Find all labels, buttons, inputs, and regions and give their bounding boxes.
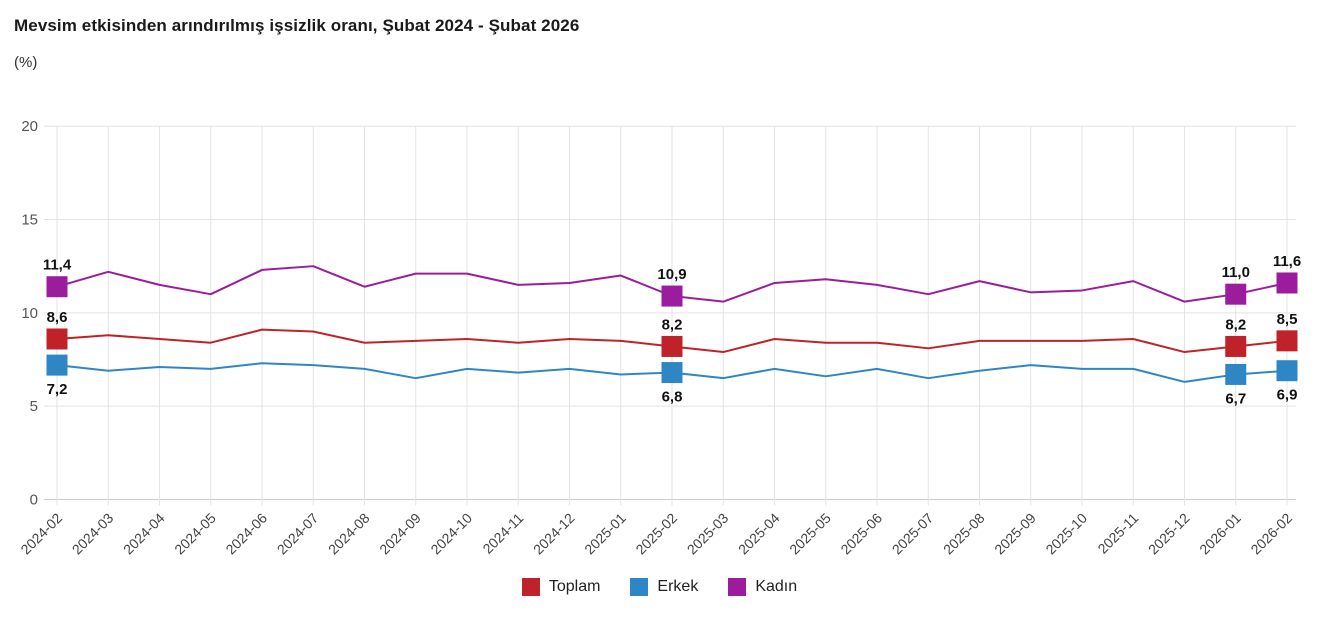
- x-axis-tick-label: 2024-12: [530, 510, 578, 558]
- data-point-label: 6,7: [1225, 390, 1246, 407]
- data-point-marker-erkek: [1276, 360, 1298, 382]
- x-axis-tick-label: 2026-01: [1196, 510, 1244, 558]
- x-axis-tick-label: 2024-02: [17, 510, 65, 558]
- chart-legend: Toplam Erkek Kadın: [0, 578, 1319, 596]
- x-axis-tick-label: 2025-09: [991, 510, 1039, 558]
- data-point-label: 11,0: [1222, 264, 1250, 281]
- x-axis-tick-label: 2025-05: [786, 510, 834, 558]
- x-axis-tick-label: 2024-11: [479, 510, 526, 557]
- legend-item-toplam[interactable]: Toplam: [521, 578, 601, 596]
- data-point-label: 8,6: [47, 309, 68, 326]
- data-point-marker-erkek: [46, 354, 68, 376]
- data-point-label: 6,8: [662, 389, 683, 406]
- data-point-marker-erkek: [1225, 363, 1247, 385]
- data-point-marker-kadın: [661, 285, 683, 307]
- legend-swatch-icon: [630, 578, 649, 596]
- x-axis-tick-label: 2024-10: [427, 510, 475, 558]
- y-axis-tick-label: 10: [21, 305, 38, 322]
- x-axis-tick-label: 2026-02: [1247, 510, 1295, 558]
- legend-item-kadın[interactable]: Kadın: [728, 578, 797, 596]
- x-axis-tick-label: 2025-10: [1042, 510, 1090, 558]
- chart-title: Mevsim etkisinden arındırılmış işsizlik …: [14, 16, 580, 35]
- chart-subtitle: (%): [14, 54, 38, 71]
- x-axis-tick-label: 2024-03: [69, 510, 117, 558]
- x-axis-tick-label: 2024-06: [222, 510, 270, 558]
- legend-label: Toplam: [548, 578, 601, 595]
- x-axis-tick-label: 2025-06: [837, 510, 885, 558]
- data-point-marker-toplam: [1225, 335, 1247, 357]
- data-point-marker-erkek: [661, 362, 683, 384]
- x-axis-tick-label: 2024-09: [376, 510, 424, 558]
- data-point-label: 11,6: [1273, 253, 1301, 270]
- data-point-label: 8,2: [662, 316, 683, 333]
- data-point-marker-toplam: [1276, 330, 1298, 352]
- legend-label: Kadın: [755, 578, 798, 595]
- x-axis-tick-label: 2024-08: [325, 510, 373, 558]
- y-axis-tick-label: 0: [30, 492, 38, 509]
- data-point-marker-toplam: [661, 335, 683, 357]
- x-axis-tick-label: 2024-04: [120, 510, 168, 558]
- data-point-label: 10,9: [657, 266, 686, 283]
- data-point-label: 6,9: [1277, 387, 1298, 404]
- x-axis-tick-label: 2024-05: [171, 510, 219, 558]
- x-axis-tick-label: 2025-01: [581, 510, 629, 558]
- x-axis-tick-label: 2024-07: [274, 510, 322, 558]
- y-axis-tick-label: 5: [30, 398, 38, 415]
- x-axis-tick-label: 2025-02: [632, 510, 680, 558]
- legend-label: Erkek: [657, 578, 699, 595]
- x-axis-tick-label: 2025-03: [684, 510, 732, 558]
- y-axis-tick-label: 20: [21, 118, 38, 135]
- data-point-marker-kadın: [1276, 272, 1298, 294]
- data-point-label: 11,4: [43, 257, 72, 274]
- data-point-marker-toplam: [46, 328, 68, 350]
- x-axis-tick-label: 2025-07: [889, 510, 937, 558]
- data-point-label: 8,5: [1277, 311, 1298, 328]
- legend-item-erkek[interactable]: Erkek: [630, 578, 698, 596]
- legend-swatch-icon: [728, 578, 747, 596]
- x-axis-tick-label: 2025-08: [940, 510, 988, 558]
- x-axis-tick-label: 2025-11: [1094, 510, 1141, 557]
- data-point-marker-kadın: [46, 276, 68, 298]
- legend-swatch-icon: [521, 578, 540, 596]
- data-point-label: 8,2: [1225, 316, 1246, 333]
- data-point-marker-kadın: [1225, 283, 1247, 305]
- x-axis-tick-label: 2025-12: [1145, 510, 1193, 558]
- x-axis-tick-label: 2025-04: [735, 510, 783, 558]
- y-axis-tick-label: 15: [21, 212, 38, 229]
- data-point-label: 7,2: [47, 381, 68, 398]
